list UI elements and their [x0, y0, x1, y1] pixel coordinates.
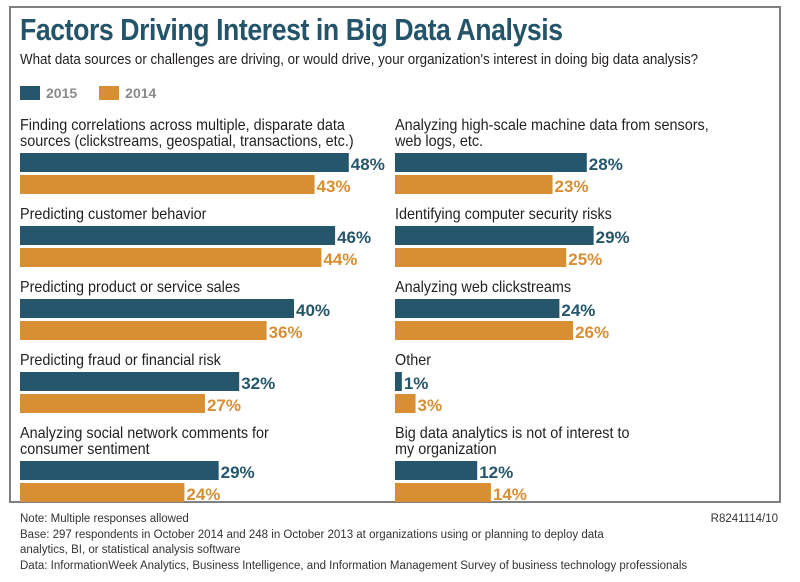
value-label-2015: 12% — [479, 463, 513, 482]
bar-2014 — [395, 321, 574, 340]
bar-2015 — [395, 153, 587, 172]
category-label: Predicting fraud or financial risk — [20, 351, 221, 369]
category-label: consumer sentiment — [20, 440, 150, 458]
value-label-2014: 25% — [568, 250, 602, 269]
category-label: Analyzing social network comments for — [20, 424, 269, 442]
value-label-2014: 36% — [269, 323, 303, 342]
legend-item-2015: 2015 — [20, 85, 77, 101]
footer-base-line2: analytics, BI, or statistical analysis s… — [20, 544, 241, 556]
value-label-2015: 40% — [296, 301, 330, 320]
bar-2015 — [20, 372, 240, 391]
category-label: web logs, etc. — [394, 132, 483, 150]
value-label-2014: 14% — [493, 485, 527, 504]
legend-swatch-2015 — [20, 86, 40, 100]
bar-2014 — [395, 483, 491, 502]
legend-swatch-2014 — [99, 86, 120, 100]
bar-2014 — [395, 248, 567, 267]
bar-2015 — [20, 461, 219, 480]
bar-2014 — [395, 394, 416, 413]
footer-notes: Note: Multiple responses allowed Base: 2… — [20, 512, 687, 574]
bar-2015 — [395, 461, 478, 480]
value-label-2015: 46% — [337, 228, 371, 247]
value-label-2015: 29% — [596, 228, 630, 247]
chart-title: Factors Driving Interest in Big Data Ana… — [20, 12, 563, 47]
value-label-2015: 29% — [221, 463, 255, 482]
legend-label-2014: 2014 — [125, 85, 157, 101]
bar-2015 — [20, 299, 294, 318]
footer-data-source: Data: InformationWeek Analytics, Busines… — [20, 559, 688, 572]
chart-subtitle: What data sources or challenges are driv… — [20, 52, 699, 68]
bar-2015 — [395, 299, 560, 318]
category-label: Big data analytics is not of interest to — [395, 424, 630, 442]
category-label: Analyzing high-scale machine data from s… — [395, 116, 709, 134]
category-label: sources (clickstreams, geospatial, trans… — [20, 132, 354, 150]
bar-2015 — [395, 226, 594, 245]
bar-2014 — [20, 483, 185, 502]
legend-item-2014: 2014 — [99, 85, 156, 101]
legend-label-2015: 2015 — [46, 85, 78, 101]
bar-2014 — [20, 175, 315, 194]
value-label-2014: 23% — [555, 177, 589, 196]
value-label-2014: 24% — [186, 485, 220, 504]
category-label: my organization — [395, 440, 497, 458]
bar-2014 — [20, 321, 267, 340]
value-label-2014: 27% — [207, 396, 241, 415]
value-label-2015: 1% — [404, 374, 429, 393]
value-label-2015: 32% — [241, 374, 275, 393]
value-label-2014: 44% — [323, 250, 357, 269]
footer-note: Note: Multiple responses allowed — [20, 513, 189, 525]
category-label: Predicting customer behavior — [20, 205, 206, 223]
category-label: Finding correlations across multiple, di… — [20, 116, 345, 134]
value-label-2014: 26% — [575, 323, 609, 342]
category-label: Identifying computer security risks — [395, 205, 612, 223]
value-label-2015: 24% — [561, 301, 595, 320]
bar-2015 — [395, 372, 402, 391]
value-label-2014: 43% — [317, 177, 351, 196]
value-label-2015: 28% — [589, 155, 623, 174]
bar-2014 — [20, 248, 322, 267]
bar-2015 — [20, 226, 336, 245]
footer-base-line1: Base: 297 respondents in October 2014 an… — [20, 528, 604, 541]
category-label: Other — [395, 351, 431, 369]
report-code: R8241114/10 — [710, 513, 778, 525]
category-label: Analyzing web clickstreams — [395, 278, 571, 296]
value-label-2015: 48% — [351, 155, 385, 174]
value-label-2014: 3% — [418, 396, 443, 415]
bar-2014 — [20, 394, 205, 413]
legend: 2015 2014 — [20, 85, 178, 101]
category-label: Predicting product or service sales — [20, 278, 240, 296]
bar-2015 — [20, 153, 349, 172]
bar-2014 — [395, 175, 553, 194]
